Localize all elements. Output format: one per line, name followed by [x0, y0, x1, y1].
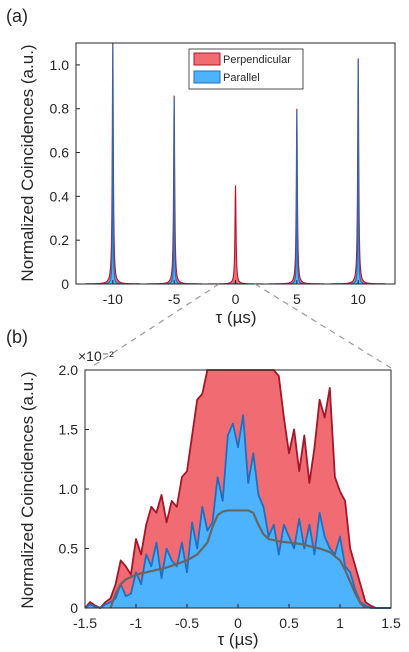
y-tick-label: 0.8: [50, 101, 70, 117]
zoom-connector-left: [89, 283, 220, 369]
x-tick-label: 5: [293, 291, 301, 307]
panel-a-y-label: Normalized Coincidences (a.u.): [18, 44, 37, 281]
x-tick-label: -10: [103, 291, 123, 307]
panel-b-y-multiplier: ×10⁻²: [78, 348, 114, 364]
panel-b-plot-area: [84, 369, 391, 609]
y-tick-label: 0.2: [50, 232, 70, 248]
x-tick-label: 1: [336, 615, 344, 631]
y-tick-label: 2.0: [59, 362, 79, 378]
panel-b-y-label: Normalized Coincidences (a.u.): [18, 371, 37, 608]
peak-parallel-1: [146, 97, 202, 285]
peak-perpendicular-2: [207, 185, 264, 285]
x-tick-label: -0.5: [175, 615, 199, 631]
panel-b: (b) ×10⁻² -1.5 -1 -0.5 0 0.5 1 1.5 0 0.5 1.0 1.5 2…: [6, 327, 401, 649]
y-tick-label: 1.5: [59, 422, 79, 438]
y-tick-label: 1.0: [59, 481, 79, 497]
zoom-connector-right: [254, 283, 392, 369]
panel-a-x-ticks: -10 -5 0 5 10: [103, 280, 366, 307]
x-tick-label: 0.5: [279, 615, 299, 631]
legend-swatch-perpendicular: [193, 52, 221, 66]
x-tick-label: -1: [130, 615, 143, 631]
y-tick-label: 0.6: [50, 145, 70, 161]
panel-b-x-label: τ (µs): [217, 630, 258, 649]
y-tick-label: 0.4: [50, 188, 70, 204]
legend-label-parallel: Parallel: [223, 72, 260, 84]
x-tick-label: -5: [168, 291, 181, 307]
x-tick-label: -1.5: [73, 615, 97, 631]
peak-parallel-0: [85, 45, 141, 285]
y-tick-label: 0.5: [59, 541, 79, 557]
legend-swatch-parallel: [193, 70, 221, 84]
panel-a-x-label: τ (µs): [215, 308, 256, 327]
peak-parallel-4: [330, 60, 386, 285]
legend: Perpendicular Parallel: [188, 48, 304, 90]
y-tick-label: 1.0: [50, 57, 70, 73]
x-tick-label: 1.5: [381, 615, 401, 631]
panel-a: (a) -10 -5 0 5 10 0 0.2 0.4 0.6 0.8 1.0 τ (µs) No…: [6, 6, 396, 327]
area-parallel: [85, 415, 391, 608]
peak-parallel-3: [269, 110, 325, 285]
panel-b-x-ticks: -1.5 -1 -0.5 0 0.5 1 1.5: [73, 604, 401, 631]
line-parallel: [84, 414, 391, 609]
panel-b-label: (b): [6, 327, 28, 347]
panel-a-y-ticks: 0 0.2 0.4 0.6 0.8 1.0: [50, 57, 80, 292]
panel-a-label: (a): [6, 6, 28, 26]
x-tick-label: 0: [234, 615, 242, 631]
x-tick-label: 0: [232, 291, 240, 307]
panel-b-y-ticks: 0 0.5 1.0 1.5 2.0: [59, 362, 89, 616]
y-tick-label: 0: [70, 600, 78, 616]
legend-label-perpendicular: Perpendicular: [223, 54, 291, 66]
y-tick-label: 0: [61, 276, 69, 292]
x-tick-label: 10: [350, 291, 366, 307]
line-smoothed-fit: [109, 509, 367, 609]
